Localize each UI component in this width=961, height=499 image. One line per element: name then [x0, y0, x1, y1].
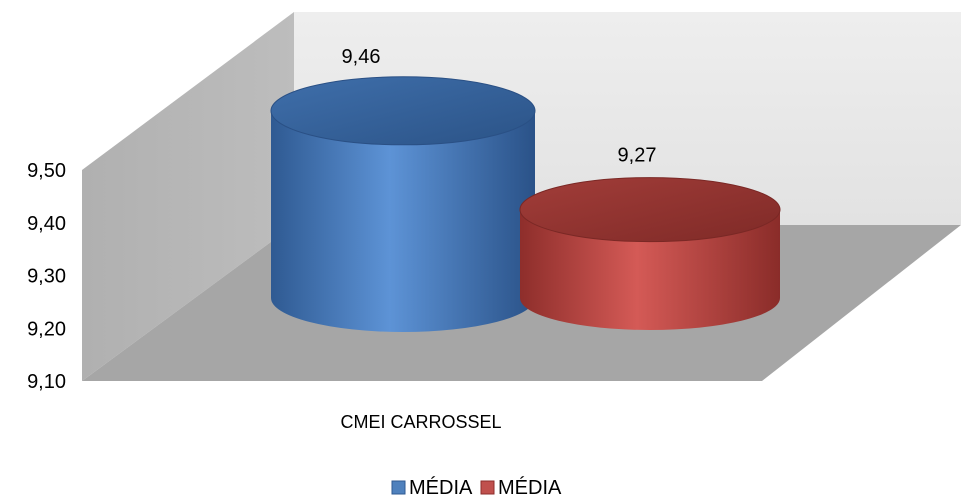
legend-label-series-2: MÉDIA: [498, 476, 562, 499]
y-tick-label: 9,20: [27, 318, 66, 340]
chart-side-wall: [82, 12, 294, 381]
y-tick-label: 9,10: [27, 371, 66, 393]
y-axis-ticks: 9,10 9,20 9,30 9,40 9,50: [27, 160, 66, 393]
bar-body-1: [271, 110, 535, 332]
y-tick-label: 9,50: [27, 160, 66, 182]
legend: MÉDIA MÉDIA: [391, 476, 562, 499]
bar-body-2: [520, 209, 780, 330]
bar-2: [519, 177, 781, 330]
legend-label-series-1: MÉDIA: [409, 476, 473, 499]
data-label-2: 9,27: [618, 145, 657, 167]
y-tick-label: 9,40: [27, 213, 66, 235]
bar-top-2: [519, 177, 781, 243]
bar-1: [270, 76, 536, 332]
data-labels-group: 9,46 9,27: [342, 46, 657, 167]
bar-top-1: [270, 76, 536, 146]
category-label: CMEI CARROSSEL: [340, 412, 501, 432]
y-tick-label: 9,30: [27, 266, 66, 288]
bar-series-group: [270, 76, 781, 332]
legend-swatch-series-1: [391, 480, 406, 495]
legend-swatch-series-2: [480, 480, 495, 495]
data-label-1: 9,46: [342, 46, 381, 68]
